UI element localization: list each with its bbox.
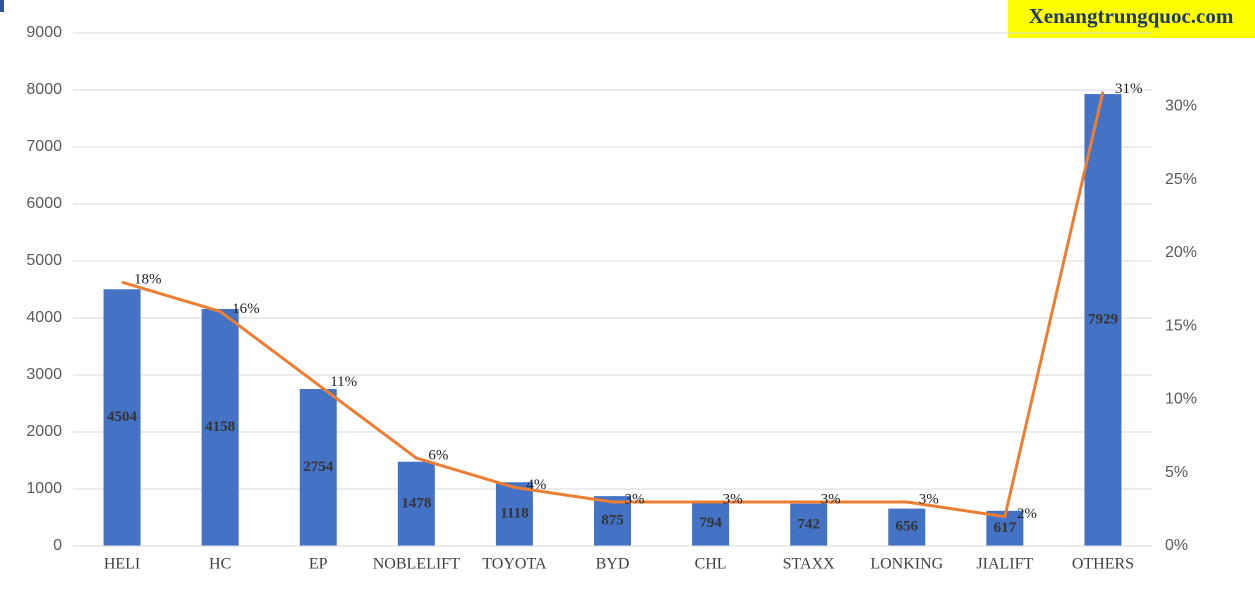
x-tick-label: BYD [596,556,630,573]
bar-value-label: 1478 [401,495,431,511]
bar [103,289,141,546]
y-tick-label: 7000 [26,138,62,155]
bar [201,308,239,546]
line-value-label: 31% [1115,81,1143,97]
y-tick-label: 9000 [26,24,62,41]
y2-tick-label: 10% [1165,391,1197,408]
watermark: Xenangtrungquoc.com [1029,4,1234,28]
x-tick-label: HELI [104,556,140,573]
bar [495,482,533,546]
y-tick-label: 8000 [26,81,62,98]
line-value-label: 16% [232,301,259,317]
bar [1084,94,1122,546]
line-value-label: 3% [821,491,841,507]
line [121,91,1105,519]
x-tick-label: OTHERS [1072,556,1134,573]
y2-tick-label: 15% [1165,317,1197,334]
bar [790,503,828,546]
x-tick-label: NOBLELIFT [373,556,460,573]
bar-value-label: 656 [896,519,919,535]
line-value-label: 2% [1017,506,1037,522]
bar-value-label: 1118 [500,506,528,522]
bar-value-label: 617 [994,520,1017,536]
line-value-label: 3% [723,491,743,507]
corner-mark [0,0,4,12]
line-value-label: 11% [330,374,357,390]
line-value-label: 6% [428,447,448,463]
y-tick-label: 0 [53,537,62,554]
line-value-label: 3% [919,491,939,507]
y2-tick-label: 30% [1165,98,1197,115]
y2-tick-label: 25% [1165,171,1197,188]
y-tick-label: 2000 [26,423,62,440]
bar [692,500,730,546]
line-value-label: 4% [526,477,546,493]
bar-value-label: 794 [699,515,722,531]
bar-value-label: 875 [601,513,624,529]
bar-value-label: 4504 [107,409,138,425]
bar-value-label: 4158 [205,419,235,435]
y2-tick-label: 0% [1165,537,1188,554]
bar [594,496,631,546]
y2-tick-label: 5% [1165,464,1188,481]
y-tick-label: 1000 [26,480,62,497]
y-tick-label: 3000 [26,366,62,383]
y-tick-label: 6000 [26,195,62,212]
bar [299,389,337,546]
x-tick-label: CHL [695,556,727,573]
line-value-label: 18% [134,272,162,288]
x-tick-label: STAXX [783,556,836,573]
bar [397,461,435,546]
x-tick-label: TOYOTA [482,556,547,573]
x-tick-label: LONKING [870,556,943,573]
y-tick-label: 4000 [26,309,62,326]
y-tick-label: 5000 [26,252,62,269]
bar [888,508,926,546]
x-tick-label: EP [309,556,328,573]
watermark-box [1008,0,1255,38]
y2-tick-label: 20% [1165,244,1197,261]
bar-value-label: 2754 [303,459,334,475]
x-tick-label: HC [209,556,231,573]
x-tick-label: JIALIFT [976,556,1033,573]
line-value-label: 3% [625,491,645,507]
bar-value-label: 742 [797,516,820,532]
bar-value-label: 7929 [1088,311,1118,327]
